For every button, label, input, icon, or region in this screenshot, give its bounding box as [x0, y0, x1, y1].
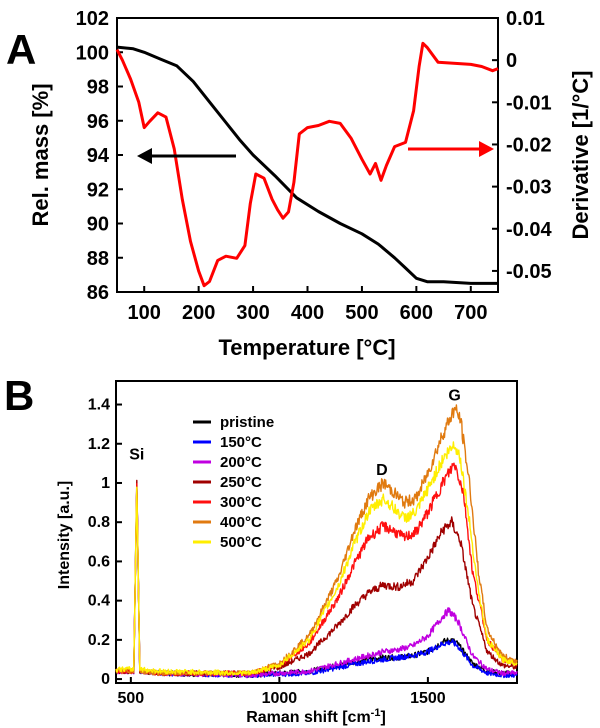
- panel-a-y-tick-label-right: -0.03: [506, 177, 552, 199]
- series-line-400c: [115, 404, 518, 677]
- panel-a-y-tick-label-right: -0.04: [506, 219, 552, 241]
- panel-a-y-axis-label-left: Rel. mass [%]: [28, 83, 53, 226]
- panel-a-x-tick-label: 500: [345, 302, 378, 324]
- panel-b-y-tick-label: 0.8: [88, 514, 110, 531]
- panel-b-y-tick-label: 0.4: [88, 593, 110, 610]
- arrow-to-right-axis: [408, 141, 494, 157]
- panel-b-y-tick-label: 1.2: [88, 436, 110, 453]
- panel-b-y-ticks: 0 0.2 0.4 0.6 0.8 1 1.2 1.4: [88, 397, 122, 688]
- panel-a-y-tick-label-right: -0.02: [506, 134, 552, 156]
- legend-entry-label: 200°C: [220, 454, 262, 471]
- panel-a-y-tick-label-right: -0.01: [506, 92, 552, 114]
- panel-a-y-tick-label-left: 88: [87, 248, 109, 270]
- peak-label: G: [448, 388, 460, 405]
- panel-b-y-tick-label: 1.4: [88, 397, 110, 414]
- panel-a-y-tick-label-left: 90: [87, 214, 109, 236]
- panel-a-y-tick-label-right: 0: [506, 50, 517, 72]
- panel-a-x-tick-label: 300: [236, 302, 269, 324]
- panel-a-x-axis-label: Temperature [°C]: [218, 335, 395, 360]
- panel-b-legend: pristine 150°C 200°C 250°C 300°C 400°C 500°C: [193, 414, 274, 551]
- panel-a-x-tick-label: 400: [291, 302, 324, 324]
- panel-a-y-tick-label-left: 94: [87, 145, 110, 167]
- panel-b-series: [115, 404, 518, 679]
- legend-entry-label: 500°C: [220, 534, 262, 551]
- panel-a-y-axis-label-right: Derivative [1/°C]: [568, 71, 593, 240]
- panel-b-x-axis-label: Raman shift [cm-1]: [246, 707, 386, 726]
- panel-b-label: B: [4, 372, 34, 419]
- panel-a-x-tick-label: 100: [128, 302, 161, 324]
- peak-label: Si: [129, 446, 144, 463]
- panel-a-y-tick-label-left: 86: [87, 282, 109, 304]
- panel-b-y-tick-label: 1: [101, 475, 110, 492]
- panel-a-y-tick-label-right: 0.01: [506, 8, 545, 30]
- panel-b-x-tick-label: 500: [118, 690, 145, 707]
- panel-a-y-ticks-right: -0.05 -0.04 -0.03 -0.02 -0.01 0 0.01: [492, 8, 552, 283]
- panel-a-y-tick-label-left: 102: [76, 8, 109, 30]
- legend-entry-label: 250°C: [220, 474, 262, 491]
- legend-entry-label: 400°C: [220, 514, 262, 531]
- panel-b: B 500 1000 1500 00.20.40.60.811.21.4 SiDG …: [4, 372, 518, 726]
- legend-entry-label: 150°C: [220, 434, 262, 451]
- panel-b-y-tick-label: 0.6: [88, 553, 110, 570]
- series-line-150c: [115, 488, 518, 679]
- panel-b-peak-labels: Si D G: [129, 388, 461, 480]
- panel-b-x-tick-label: 1500: [410, 690, 446, 707]
- panel-b-x-ticks: 500 1000 1500: [118, 677, 446, 707]
- legend-entry-label: pristine: [220, 414, 274, 431]
- peak-label: D: [376, 462, 388, 479]
- panel-b-y-tick-label: 0: [101, 671, 110, 688]
- panel-a-y-tick-label-left: 98: [87, 77, 109, 99]
- panel-a-y-tick-label-left: 92: [87, 179, 109, 201]
- panel-a-y-tick-label-right: -0.05: [506, 261, 552, 283]
- panel-b-x-tick-label: 1000: [262, 690, 298, 707]
- panel-a-x-tick-label: 700: [454, 302, 487, 324]
- panel-a-x-tick-label: 600: [400, 302, 433, 324]
- panel-b-y-tick-label: 0.2: [88, 632, 110, 649]
- panel-a-label: A: [6, 26, 36, 73]
- series-line-500c: [115, 441, 518, 677]
- panel-b-y-axis-label: Intensity [a.u.]: [56, 481, 73, 589]
- legend-entry-label: 300°C: [220, 494, 262, 511]
- panel-a-y-tick-label-left: 100: [76, 42, 109, 64]
- panel-a-y-tick-label-left: 96: [87, 111, 109, 133]
- panel-b-plot-frame: [115, 380, 518, 684]
- panel-a-x-ticks: 100 200 300 400 500 600 700: [128, 286, 487, 324]
- panel-a-x-tick-label: 200: [182, 302, 215, 324]
- series-derivative-line: [115, 41, 499, 288]
- arrow-to-left-axis: [137, 148, 236, 164]
- unit-superscript: -1: [371, 707, 381, 719]
- panel-a: A 100 200 300 400 500 600 700 86 88 90 92 94 96 98 10…: [6, 8, 593, 360]
- series-rel-mass-line: [116, 45, 498, 285]
- panel-a-y-ticks-left: 86 88 90 92 94 96 98 100 102: [76, 8, 123, 304]
